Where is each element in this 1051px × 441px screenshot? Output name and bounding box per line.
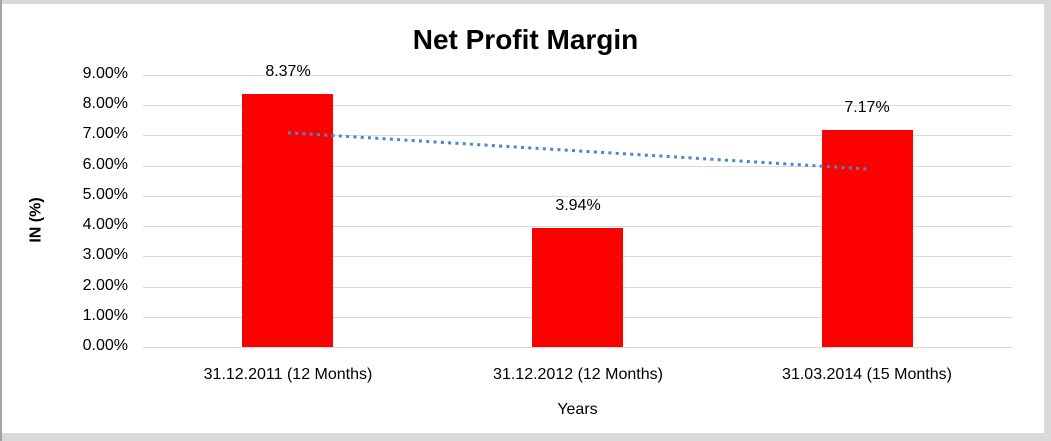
x-tick-label: 31.03.2014 (15 Months) xyxy=(782,366,952,383)
bar-31.12.2011 (12 Months)[interactable] xyxy=(242,94,333,347)
plot-area: 8.37% 3.94% 7.17% xyxy=(143,63,1012,348)
trendline xyxy=(287,131,868,171)
gridline xyxy=(143,105,1012,106)
x-tick-label: 31.12.2011 (12 Months) xyxy=(203,366,373,383)
y-tick-label: 9.00% xyxy=(82,65,128,82)
y-tick-label: 6.00% xyxy=(82,156,128,173)
gridline xyxy=(143,226,1012,227)
bar-data-label: 3.94% xyxy=(555,197,601,214)
y-tick-label: 2.00% xyxy=(82,277,128,294)
y-tick-label: 1.00% xyxy=(82,307,128,324)
gridline xyxy=(143,196,1012,197)
chart-title: Net Profit Margin xyxy=(412,24,639,55)
y-tick-label: 0.00% xyxy=(82,337,128,354)
gridline xyxy=(143,166,1012,167)
gridline xyxy=(143,347,1012,348)
gridline xyxy=(143,75,1012,76)
x-axis-title: Years xyxy=(557,401,598,418)
frame-edge-bottom xyxy=(0,433,1051,441)
gridline xyxy=(143,135,1012,136)
y-tick-label: 4.00% xyxy=(82,216,128,233)
y-tick-label: 5.00% xyxy=(82,186,128,203)
y-tick-label: 3.00% xyxy=(82,246,128,263)
frame-edge-top xyxy=(0,0,1051,4)
y-tick-label: 8.00% xyxy=(82,95,128,112)
y-tick-label: 7.00% xyxy=(82,125,128,142)
bar-data-label: 8.37% xyxy=(265,63,311,80)
frame-edge-left xyxy=(0,0,2,441)
bar-31.12.2012 (12 Months)[interactable] xyxy=(532,228,623,347)
frame-edge-right xyxy=(1044,0,1051,441)
bar-data-label: 7.17% xyxy=(844,99,890,116)
y-axis-title: IN (%) xyxy=(27,197,45,243)
x-tick-label: 31.12.2012 (12 Months) xyxy=(493,366,663,383)
